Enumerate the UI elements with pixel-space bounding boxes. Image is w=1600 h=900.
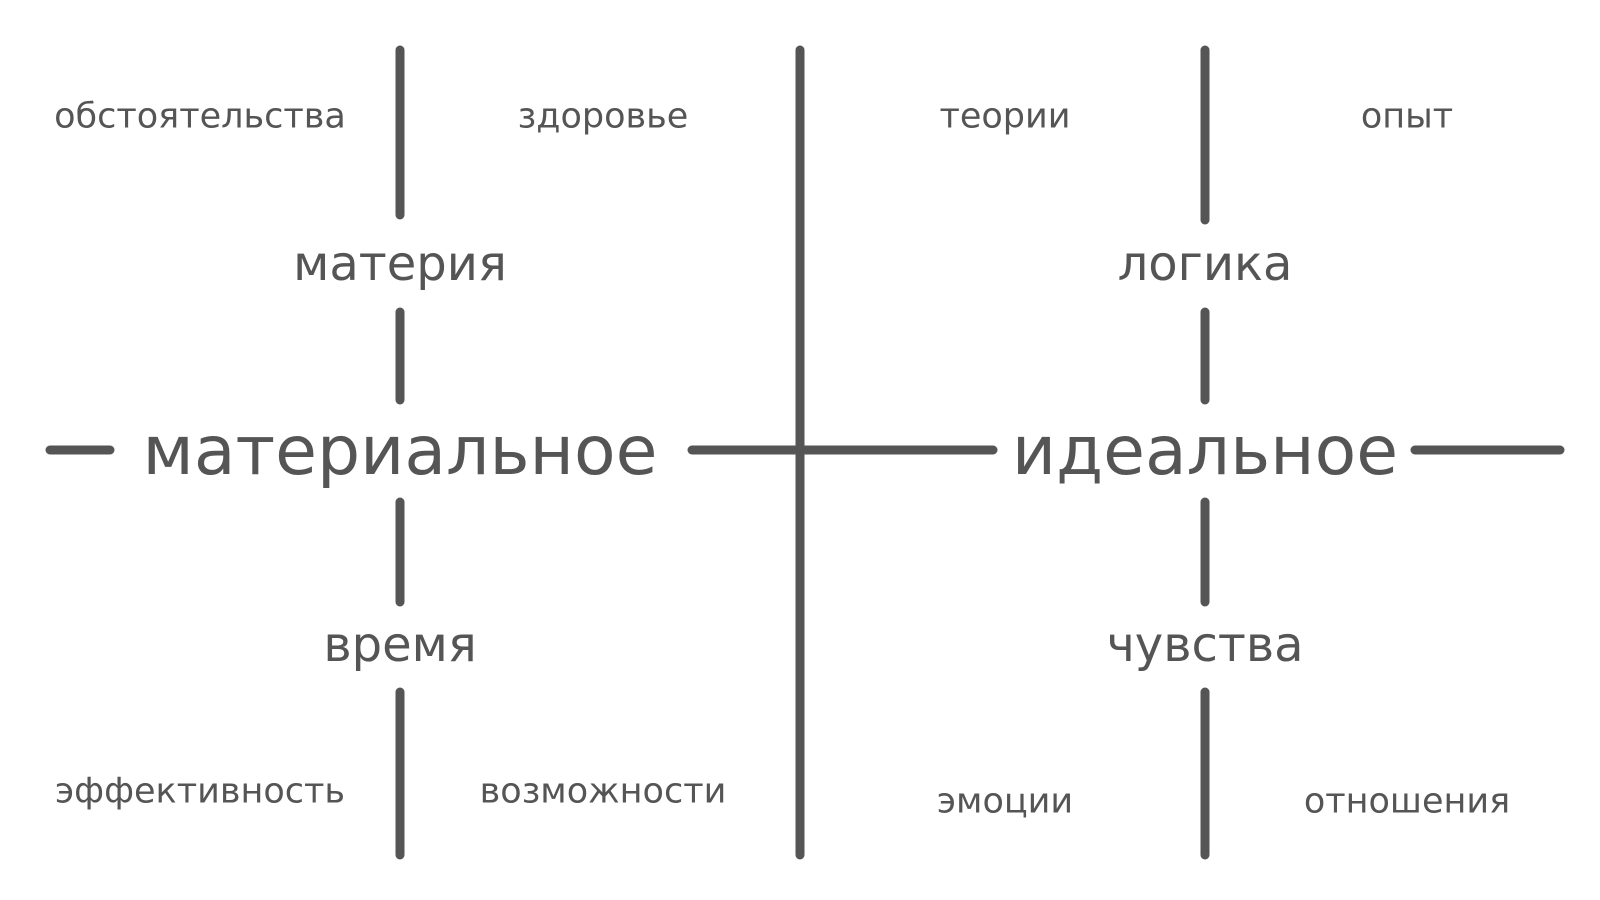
right-bottom-right-label: отношения [1303, 781, 1511, 822]
left-main-label: материальное [142, 412, 658, 491]
right-bottom-left-label: эмоции [936, 781, 1074, 822]
left-bottom-label: время [323, 617, 477, 673]
right-top-right-label: опыт [1360, 96, 1454, 137]
right-main-label: идеальное [1011, 412, 1399, 491]
right-bottom-label: чувства [1106, 617, 1304, 673]
left-top-label: материя [293, 236, 507, 292]
left-bottom-right-label: возможности [479, 771, 727, 812]
right-top-label: логика [1117, 236, 1293, 292]
left-top-left-label: обстоятельства [54, 96, 346, 137]
left-top-right-label: здоровье [517, 96, 689, 137]
right-top-left-label: теории [939, 96, 1071, 137]
left-bottom-left-label: эффективность [54, 771, 346, 812]
